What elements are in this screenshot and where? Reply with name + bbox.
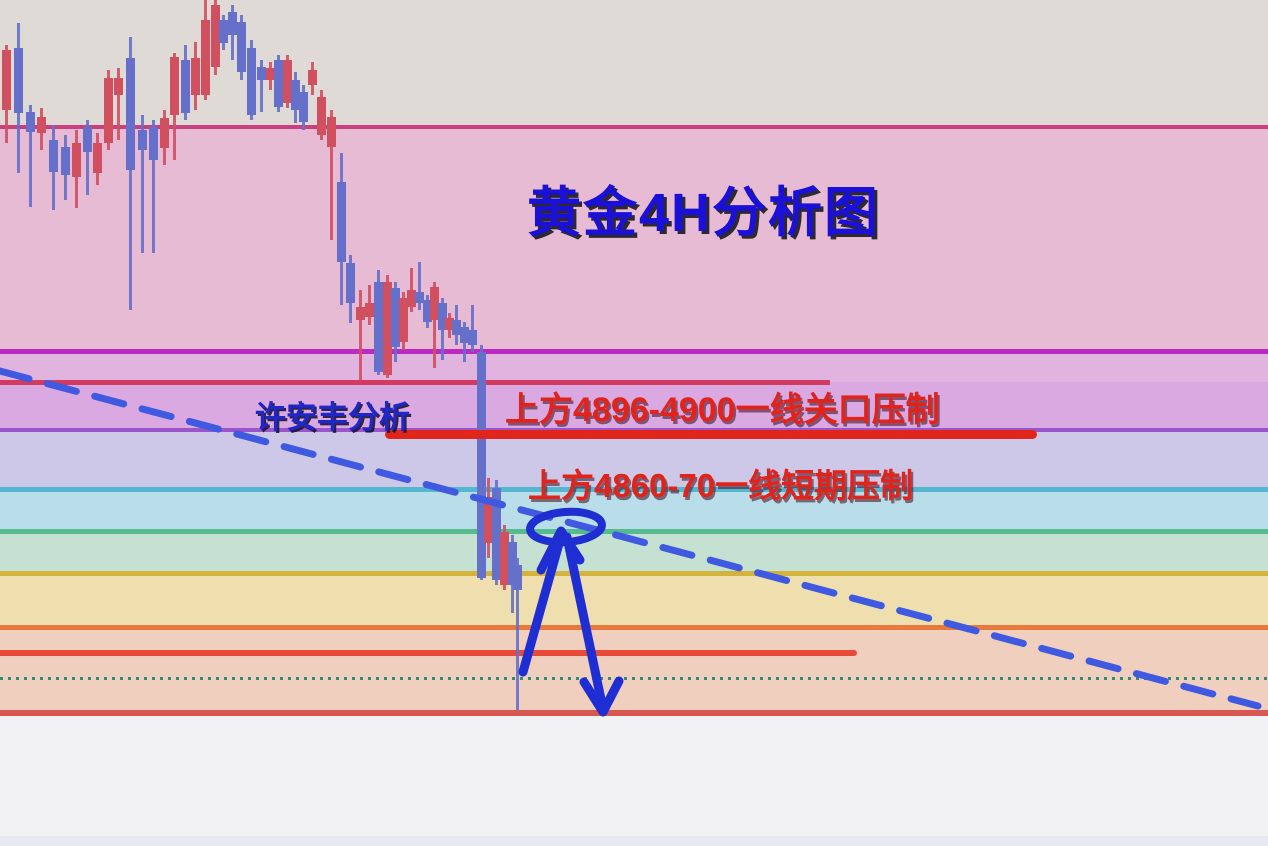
candle-body (374, 282, 383, 372)
candle-body (104, 78, 113, 143)
candle-body (274, 60, 283, 107)
candle-body (126, 58, 135, 170)
red-short-level (0, 650, 857, 656)
candle-body (430, 287, 439, 320)
resistance-note-4860-70: 上方4860-70一线短期压制 (528, 467, 914, 504)
candle-body (508, 542, 517, 585)
pink-lilac-zone (0, 350, 1268, 382)
candle-body (383, 282, 392, 375)
candle-body (317, 97, 326, 135)
candle-body (49, 140, 58, 172)
candle-body (291, 80, 300, 110)
candle-body (114, 78, 123, 95)
candle-body (452, 320, 461, 335)
candle-wick (117, 68, 120, 140)
candle-body (170, 57, 179, 115)
candle-wick (129, 37, 132, 310)
candle-body (72, 143, 81, 177)
magenta-level-2 (0, 349, 1268, 354)
candle-wick (330, 110, 333, 240)
lightblue-zone (0, 488, 1268, 530)
downtrend-dashed-line (0, 367, 1262, 710)
candle-body (299, 92, 308, 122)
candle-body (477, 352, 486, 578)
red-bottom-level (0, 710, 1268, 716)
candle-body (415, 292, 424, 303)
candle-wick (471, 305, 474, 352)
candle-body (2, 50, 11, 110)
candle-wick (86, 120, 89, 195)
candle-wick (433, 282, 436, 368)
candle-body (468, 330, 477, 345)
yellow-level (0, 571, 1268, 576)
candle-body (181, 60, 190, 113)
candle-body (365, 303, 374, 317)
candle-body (346, 263, 355, 303)
candle-body (445, 318, 454, 330)
down-arrow-head (579, 676, 624, 717)
cream-zone (0, 572, 1268, 626)
candle-body (399, 298, 408, 342)
teal-level (0, 487, 1268, 492)
candle-body (500, 532, 509, 585)
candle-body (26, 112, 35, 132)
candle-body (283, 60, 292, 103)
candle-body (83, 127, 92, 152)
candle-body (237, 22, 246, 72)
orange-level (0, 625, 1268, 630)
candle-body (460, 327, 469, 343)
candle-body (407, 290, 416, 307)
candle-body (149, 127, 158, 160)
candle-body (513, 565, 522, 590)
bottom-strip (0, 836, 1268, 846)
candle-wick (516, 558, 519, 710)
candle-body (356, 307, 365, 320)
magenta-level-1 (0, 125, 1268, 129)
candle-body (423, 300, 432, 322)
hand-underline (385, 430, 1037, 439)
candle-body (484, 497, 493, 543)
candle-body (61, 147, 70, 175)
candle-body (14, 48, 23, 113)
pink-zone (0, 127, 1268, 350)
candle-wick (359, 290, 362, 380)
candle-body (191, 58, 200, 95)
candle-body (492, 488, 501, 580)
candle-body (391, 288, 400, 347)
crimson-level (0, 380, 830, 385)
candle-body (438, 303, 447, 330)
candle-wick (260, 60, 263, 112)
resistance-note-4896-4900: 上方4896-4900一线关口压制 (505, 391, 940, 429)
candle-wick (29, 105, 32, 207)
candle-body (327, 117, 336, 147)
candle-body (37, 117, 46, 133)
dotted-teal-level (0, 677, 1268, 680)
candle-wick (418, 262, 421, 310)
candle-body (201, 20, 210, 95)
down-arrow-shaft (562, 532, 607, 709)
candle-wick (152, 120, 155, 253)
candle-body (266, 68, 275, 80)
bottom-gray (0, 712, 1268, 836)
candle-body (228, 12, 237, 35)
candle-wick (141, 115, 144, 253)
up-arrow-shaft (518, 535, 565, 677)
green-level (0, 529, 1268, 534)
candle-body (219, 20, 228, 43)
candle-body (247, 48, 256, 115)
analyst-watermark: 许安丰分析 (255, 400, 410, 435)
lilac-zone (0, 382, 1268, 429)
candle-body (308, 70, 317, 85)
chart-title: 黄金4H分析图 (527, 183, 881, 243)
candle-body (160, 118, 169, 148)
candle-body (337, 182, 346, 262)
candle-body (93, 143, 102, 173)
candle-body (257, 67, 266, 80)
salmon-zone (0, 626, 1268, 712)
candle-body (138, 130, 147, 150)
candle-body (211, 5, 220, 67)
